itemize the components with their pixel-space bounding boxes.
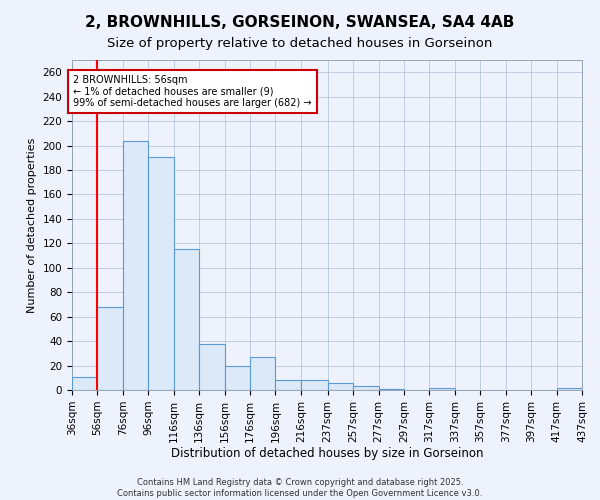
Bar [97, 307, 123, 390]
Bar [275, 380, 301, 390]
Bar [301, 380, 328, 390]
Bar [72, 376, 97, 390]
Bar [379, 389, 404, 390]
Text: Contains HM Land Registry data © Crown copyright and database right 2025.
Contai: Contains HM Land Registry data © Crown c… [118, 478, 482, 498]
X-axis label: Distribution of detached houses by size in Gorseinon: Distribution of detached houses by size … [171, 448, 483, 460]
Bar [224, 366, 250, 390]
Bar [328, 382, 353, 390]
Bar [430, 388, 455, 390]
Bar [174, 250, 199, 390]
Text: 2, BROWNHILLS, GORSEINON, SWANSEA, SA4 4AB: 2, BROWNHILLS, GORSEINON, SWANSEA, SA4 4… [85, 15, 515, 30]
Bar [148, 156, 174, 390]
Bar [250, 357, 275, 390]
Y-axis label: Number of detached properties: Number of detached properties [27, 138, 37, 312]
Bar [123, 140, 148, 390]
Text: 2 BROWNHILLS: 56sqm
← 1% of detached houses are smaller (9)
99% of semi-detached: 2 BROWNHILLS: 56sqm ← 1% of detached hou… [73, 74, 312, 108]
Text: Size of property relative to detached houses in Gorseinon: Size of property relative to detached ho… [107, 38, 493, 51]
Bar [353, 386, 379, 390]
Bar [557, 388, 582, 390]
Bar [199, 344, 224, 390]
